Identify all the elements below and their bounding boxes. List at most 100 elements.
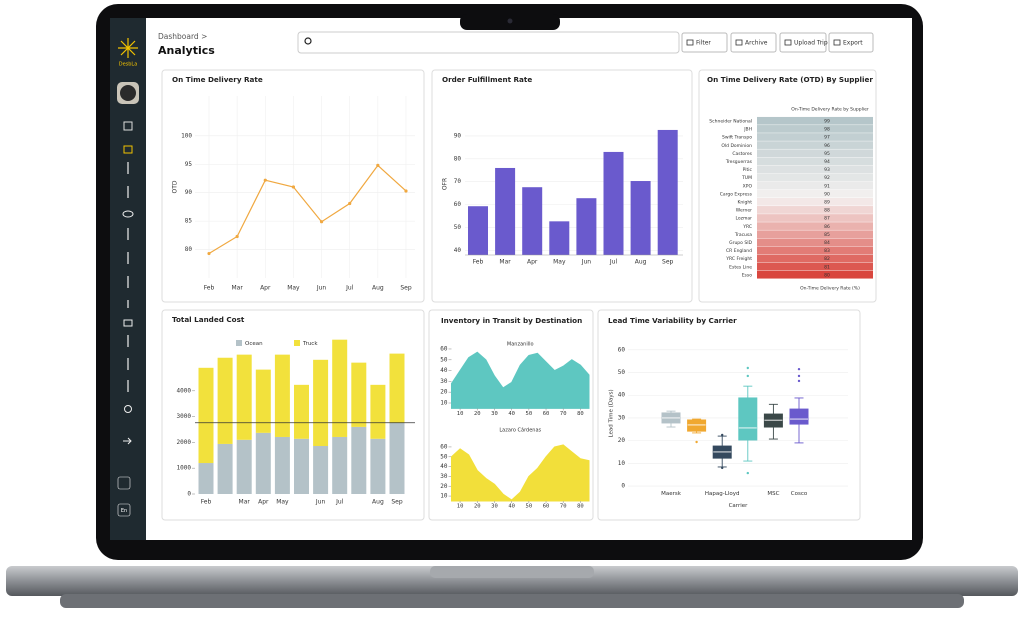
y-tick-label: 40 — [440, 463, 448, 470]
toolbar-button[interactable] — [730, 32, 777, 53]
y-tick-label: 30 — [440, 473, 448, 480]
toolbar-button[interactable] — [828, 32, 874, 53]
bar-segment — [351, 426, 367, 494]
row-label: Lozmar — [735, 216, 752, 222]
y-tick-label: 10 — [618, 460, 626, 467]
x-axis-label: Carrier — [729, 503, 749, 509]
bar — [603, 151, 624, 255]
y-tick-label: 20 — [440, 483, 448, 490]
point — [404, 189, 408, 193]
x-tick-label: Hapag-Lloyd — [705, 491, 740, 497]
theme-toggle[interactable] — [117, 476, 131, 490]
bar-segment — [389, 422, 405, 494]
heat-cell — [757, 173, 873, 182]
bar-segment — [332, 339, 348, 437]
x-tick-label: 20 — [474, 504, 481, 510]
cell-label: 84 — [824, 240, 830, 246]
chart-title: On Time Delivery Rate (OTD) By Supplier — [707, 75, 873, 84]
cell-label: 86 — [824, 224, 830, 230]
brand-logo — [118, 38, 138, 58]
y-tick-label: 30 — [618, 414, 626, 421]
x-tick-label: 10 — [457, 504, 464, 510]
chart-title: On Time Delivery Rate — [172, 75, 263, 84]
y-tick-label: 3000 — [177, 413, 192, 420]
cell-label: 89 — [824, 200, 830, 206]
nav-trips[interactable] — [123, 319, 133, 327]
x-tick-label: May — [287, 285, 300, 292]
area — [451, 351, 590, 409]
x-tick-label: Maersk — [661, 491, 682, 497]
outlier — [797, 374, 801, 378]
row-label: YRC Freight — [725, 256, 752, 262]
row-label: Werner — [736, 208, 752, 214]
cell-label: 94 — [824, 159, 830, 165]
y-tick-label: 100 — [181, 132, 192, 139]
nav-view[interactable] — [122, 210, 134, 218]
toolbar-button[interactable] — [681, 32, 728, 53]
laptop-base-lip — [60, 594, 964, 608]
heat-cell — [757, 214, 873, 222]
breadcrumb[interactable]: Dashboard > — [158, 32, 207, 41]
button-label: Export — [843, 40, 863, 47]
point — [291, 185, 296, 189]
x-tick-label: Jun — [316, 285, 327, 292]
toolbar-button[interactable] — [779, 32, 827, 53]
box — [789, 408, 809, 425]
x-tick-label: Aug — [635, 259, 647, 266]
y-tick-label: 20 — [618, 437, 626, 444]
outlier — [721, 466, 724, 470]
x-tick-label: 60 — [543, 411, 550, 417]
row-label: Tresguerras — [725, 159, 753, 165]
y-tick-label: 60 — [618, 346, 626, 353]
outlier — [746, 366, 749, 370]
row-label: Swift Transpo — [722, 135, 752, 141]
avatar-badge — [120, 85, 136, 101]
cell-label: 90 — [824, 191, 830, 197]
row-label: CR England — [726, 248, 752, 254]
heat-cell — [757, 133, 873, 141]
legend-label: Truck — [302, 341, 318, 347]
y-tick-label: 60 — [440, 345, 448, 352]
laptop-notch — [430, 566, 594, 578]
y-tick-label: 2000 — [177, 439, 192, 446]
y-tick-label: 10 — [440, 493, 448, 500]
bar-segment — [217, 443, 233, 494]
cell-label: 83 — [824, 248, 830, 254]
search-box[interactable] — [297, 31, 680, 54]
button-label: Upload Trip — [794, 40, 828, 47]
heat-cell — [757, 141, 873, 149]
x-tick-label: Feb — [201, 499, 212, 506]
x-tick-label: 70 — [560, 411, 567, 417]
chart-title: Inventory in Transit by Destination — [441, 316, 582, 325]
nav-search[interactable] — [124, 405, 132, 413]
language-toggle[interactable] — [117, 503, 131, 517]
row-label: Knight — [737, 200, 752, 206]
x-tick-label: Mar — [239, 499, 251, 506]
bar-segment — [236, 439, 252, 494]
button-label: Archive — [745, 40, 768, 47]
y-tick-label: 60 — [454, 201, 462, 208]
language: En — [121, 508, 127, 514]
x-tick-label: Jun — [315, 499, 326, 506]
y-tick-label: 90 — [454, 132, 462, 139]
bar-segment — [294, 384, 309, 439]
nav-logout[interactable] — [123, 437, 132, 445]
button-icon — [686, 39, 694, 46]
row-label: XPO — [743, 183, 753, 189]
y-tick-label: 80 — [454, 155, 462, 162]
bar-segment — [389, 353, 405, 423]
cell-label: 99 — [824, 119, 830, 125]
x-tick-label: 30 — [491, 411, 498, 417]
camera — [507, 18, 513, 24]
x-tick-label: Apr — [258, 499, 269, 506]
nav-analytics[interactable] — [123, 145, 133, 154]
bar-segment — [313, 446, 329, 494]
nav-dashboard[interactable] — [123, 121, 133, 131]
cell-label: 88 — [824, 208, 830, 214]
bar-segment — [274, 354, 290, 437]
heat-cell — [757, 254, 873, 263]
bar-segment — [255, 432, 271, 494]
cell-label: 95 — [824, 151, 830, 157]
x-tick-label: Jul — [335, 499, 344, 506]
